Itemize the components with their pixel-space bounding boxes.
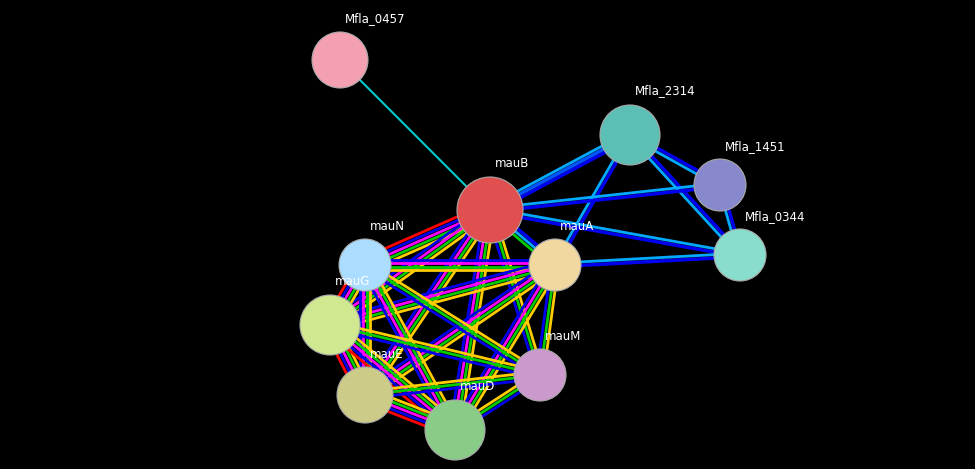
Circle shape (694, 159, 746, 211)
Text: mauD: mauD (460, 380, 495, 393)
Circle shape (514, 349, 566, 401)
Text: mauB: mauB (495, 157, 529, 170)
Circle shape (714, 229, 766, 281)
Text: mauG: mauG (335, 275, 370, 288)
Text: Mfla_0344: Mfla_0344 (745, 210, 805, 223)
Text: Mfla_0457: Mfla_0457 (345, 12, 406, 25)
Circle shape (600, 105, 660, 165)
Circle shape (457, 177, 523, 243)
Circle shape (312, 32, 368, 88)
Text: Mfla_2314: Mfla_2314 (635, 84, 695, 97)
Circle shape (339, 239, 391, 291)
Circle shape (425, 400, 485, 460)
Circle shape (529, 239, 581, 291)
Text: Mfla_1451: Mfla_1451 (725, 140, 786, 153)
Text: mauN: mauN (370, 220, 405, 233)
Text: mauM: mauM (545, 330, 581, 343)
Circle shape (300, 295, 360, 355)
Text: mauA: mauA (560, 220, 594, 233)
Circle shape (337, 367, 393, 423)
Text: mauE: mauE (370, 348, 404, 361)
